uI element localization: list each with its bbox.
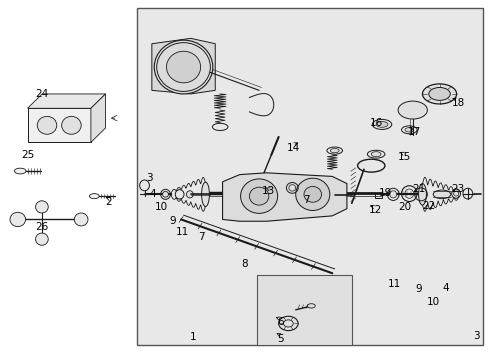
Ellipse shape — [36, 233, 48, 245]
Ellipse shape — [370, 152, 380, 157]
Ellipse shape — [61, 116, 81, 134]
Text: 14: 14 — [286, 143, 299, 153]
Text: 11: 11 — [175, 227, 188, 237]
Text: 17: 17 — [407, 127, 420, 136]
Polygon shape — [27, 94, 105, 108]
Ellipse shape — [295, 178, 329, 211]
Text: 26: 26 — [36, 222, 49, 232]
Polygon shape — [152, 39, 215, 94]
Text: 19: 19 — [379, 188, 392, 198]
Ellipse shape — [304, 186, 321, 202]
Text: 9: 9 — [415, 284, 422, 294]
Text: 21: 21 — [411, 184, 425, 194]
Ellipse shape — [89, 194, 99, 199]
Ellipse shape — [397, 101, 427, 119]
Ellipse shape — [375, 122, 387, 127]
Ellipse shape — [74, 213, 88, 226]
Ellipse shape — [422, 84, 456, 104]
Text: 7: 7 — [303, 195, 309, 205]
Ellipse shape — [283, 320, 293, 327]
Ellipse shape — [418, 184, 426, 205]
Polygon shape — [222, 173, 346, 221]
Text: 22: 22 — [421, 201, 434, 211]
Ellipse shape — [201, 182, 209, 207]
Ellipse shape — [163, 49, 203, 85]
Text: 4: 4 — [441, 283, 448, 293]
Text: 4: 4 — [149, 189, 156, 199]
Ellipse shape — [404, 128, 413, 132]
Ellipse shape — [140, 180, 149, 191]
Ellipse shape — [307, 304, 315, 308]
Text: 12: 12 — [368, 206, 381, 216]
Ellipse shape — [186, 191, 193, 198]
Ellipse shape — [10, 212, 25, 226]
Text: 18: 18 — [450, 98, 464, 108]
Ellipse shape — [462, 188, 472, 199]
Text: 8: 8 — [241, 259, 247, 269]
Text: 20: 20 — [397, 202, 410, 212]
Polygon shape — [91, 94, 105, 142]
Text: 10: 10 — [426, 297, 439, 307]
Bar — [27, 108, 91, 142]
Ellipse shape — [288, 185, 295, 191]
Ellipse shape — [453, 191, 458, 196]
Text: 23: 23 — [450, 184, 464, 194]
Ellipse shape — [154, 40, 212, 94]
Ellipse shape — [162, 192, 168, 197]
Ellipse shape — [330, 148, 338, 153]
Text: 3: 3 — [472, 331, 478, 341]
Ellipse shape — [166, 51, 200, 83]
Ellipse shape — [371, 120, 391, 130]
Text: 13: 13 — [262, 186, 275, 197]
Ellipse shape — [249, 187, 268, 205]
Ellipse shape — [240, 179, 277, 213]
Text: 11: 11 — [387, 279, 401, 289]
Text: 24: 24 — [36, 89, 49, 99]
Text: 5: 5 — [276, 333, 283, 343]
Bar — [137, 8, 483, 345]
Text: 3: 3 — [146, 173, 152, 183]
Bar — [256, 275, 351, 345]
Ellipse shape — [157, 42, 210, 91]
Text: 6: 6 — [276, 317, 283, 327]
Text: 16: 16 — [369, 118, 382, 128]
Bar — [374, 193, 381, 198]
Ellipse shape — [37, 116, 57, 134]
Ellipse shape — [389, 191, 396, 198]
Ellipse shape — [36, 201, 48, 213]
Text: 25: 25 — [21, 150, 34, 160]
Text: 15: 15 — [397, 152, 410, 162]
Ellipse shape — [432, 190, 450, 199]
Text: 9: 9 — [169, 216, 175, 226]
Ellipse shape — [14, 168, 26, 174]
Text: 1: 1 — [190, 332, 196, 342]
Ellipse shape — [428, 87, 449, 100]
Text: 10: 10 — [155, 202, 168, 212]
Text: 7: 7 — [198, 232, 204, 242]
Text: 2: 2 — [105, 197, 112, 207]
